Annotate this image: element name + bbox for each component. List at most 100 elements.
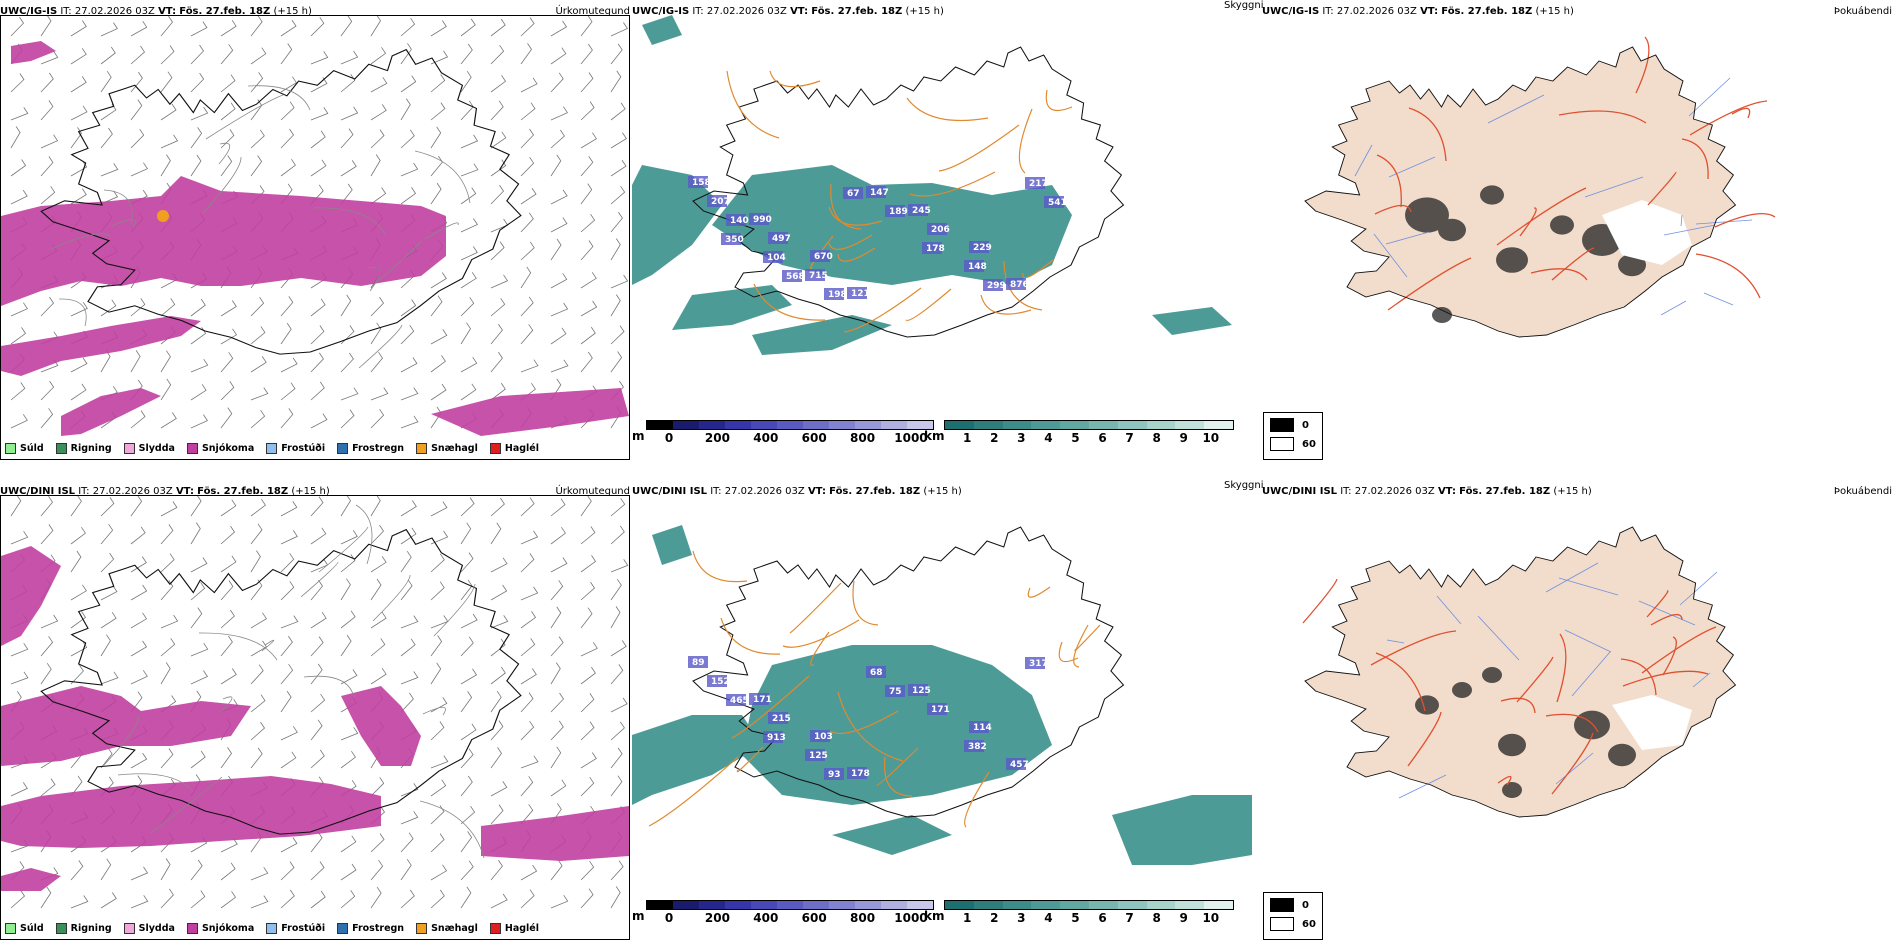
visibility-map[interactable]: 89 171 103 178 125 114 457 152 215 125 68 171 382 317… <box>632 495 1262 915</box>
wind-barb <box>370 408 385 429</box>
snow-depth-label: 158 <box>692 178 711 188</box>
snow-depth-label: 299 <box>987 281 1006 291</box>
wind-barb <box>310 558 329 573</box>
wind-barb <box>400 299 417 317</box>
wind-barb <box>70 20 87 37</box>
wind-barb <box>250 387 269 401</box>
wind-barb <box>130 128 145 149</box>
wind-barb <box>550 720 564 741</box>
road-line <box>220 696 233 713</box>
fog-map-svg <box>1304 36 1776 338</box>
wind-barb <box>340 387 359 401</box>
snow-depth-label: 121 <box>851 289 870 299</box>
legend-item: Snjókoma <box>186 443 254 454</box>
road-line <box>1370 630 1457 666</box>
land-area <box>1305 527 1736 817</box>
low-visibility-area <box>642 15 682 45</box>
fog-title: Þokuábendi <box>1833 486 1892 497</box>
wind-barb <box>580 351 593 373</box>
wind-barb <box>460 246 478 261</box>
wind-barb <box>460 187 477 205</box>
road-line <box>883 756 913 797</box>
precip-map[interactable]: Súld Rigning Slydda Snjókoma Frostúði Frostre… <box>0 14 630 460</box>
low-visibility-area <box>712 165 1072 285</box>
wind-barb <box>430 126 442 149</box>
road-line <box>372 574 411 622</box>
wind-barb <box>580 300 598 317</box>
river-line <box>1354 144 1373 177</box>
wind-barb <box>400 75 417 93</box>
low-visibility-area <box>672 285 792 330</box>
wind-barb <box>460 297 475 317</box>
snow-depth-label: 876 <box>1010 280 1029 290</box>
wind-barb <box>280 615 299 629</box>
wind-barb <box>580 213 596 233</box>
wind-barb <box>580 132 597 149</box>
colorbar-segment <box>829 901 855 909</box>
wind-barb <box>460 775 473 797</box>
wind-barb <box>280 635 293 657</box>
road-line <box>1045 89 1073 112</box>
wind-barb <box>100 523 114 545</box>
road-line <box>769 70 821 88</box>
snow-depth-patch <box>707 675 727 687</box>
legend-swatch <box>416 923 428 934</box>
wind-barb <box>280 322 292 345</box>
wind-barb <box>460 552 474 573</box>
wind-barb <box>400 858 412 881</box>
wind-barb <box>580 607 593 629</box>
wind-barb <box>130 71 143 93</box>
colorbar-tick: 5 <box>1071 911 1080 925</box>
wind-barb <box>610 525 625 545</box>
wind-barb <box>40 72 54 93</box>
wind-barb <box>550 20 568 37</box>
snow-depth-patch <box>1006 758 1026 770</box>
precip-map[interactable]: Súld Rigning Slydda Snjókoma Frostúði Frostre… <box>0 494 630 940</box>
road-line <box>1519 207 1537 237</box>
iceland-coastline <box>40 48 522 355</box>
fog-map[interactable] <box>1262 495 1892 895</box>
road-line <box>1375 652 1426 712</box>
wind-barb <box>220 155 233 177</box>
road-line <box>736 746 764 773</box>
colorbar-segment <box>1146 901 1176 909</box>
wind-barb <box>280 889 295 909</box>
visibility-map[interactable]: 158 990 670 121 245 229 876 207 497 715 147 206 148 2… <box>632 15 1262 435</box>
snow-depth-label: 125 <box>912 686 931 696</box>
wind-barb <box>520 266 532 289</box>
visibility-title: Skyggni <box>1224 0 1264 11</box>
wind-barb <box>160 638 176 657</box>
wind-barb <box>580 642 598 657</box>
wind-barb <box>550 606 562 629</box>
snow-depth-label: 103 <box>814 732 833 742</box>
wind-barb <box>490 893 508 909</box>
wind-barb <box>400 783 419 797</box>
wind-barb <box>370 777 385 797</box>
wind-barb <box>100 552 115 573</box>
fog-map[interactable] <box>1262 15 1892 415</box>
snow-depth-label: 350 <box>725 235 744 245</box>
wind-barb <box>130 20 148 37</box>
wind-barb <box>550 779 567 797</box>
wind-barb <box>220 129 235 149</box>
colorbar-segment <box>1175 421 1205 429</box>
wind-barb <box>520 187 537 205</box>
wind-barb <box>550 894 569 909</box>
wind-barb <box>460 522 472 545</box>
wind-barb <box>400 889 415 909</box>
colorbar-tick: 400 <box>753 911 779 925</box>
wind-barb <box>430 50 449 65</box>
road-line <box>150 776 223 834</box>
wind-barb <box>610 70 622 93</box>
wind-barb <box>460 636 474 657</box>
colorbar-segment <box>907 421 933 429</box>
river-line <box>1398 774 1447 799</box>
wind-barb <box>550 580 564 601</box>
snow-depth-label: 465 <box>730 696 749 706</box>
snow-depth-patch <box>847 767 867 779</box>
precip-map-svg <box>1 494 629 909</box>
wind-barb <box>40 100 54 121</box>
wind-barb <box>370 859 384 881</box>
wind-barb <box>340 74 356 93</box>
wind-barb <box>280 726 298 741</box>
